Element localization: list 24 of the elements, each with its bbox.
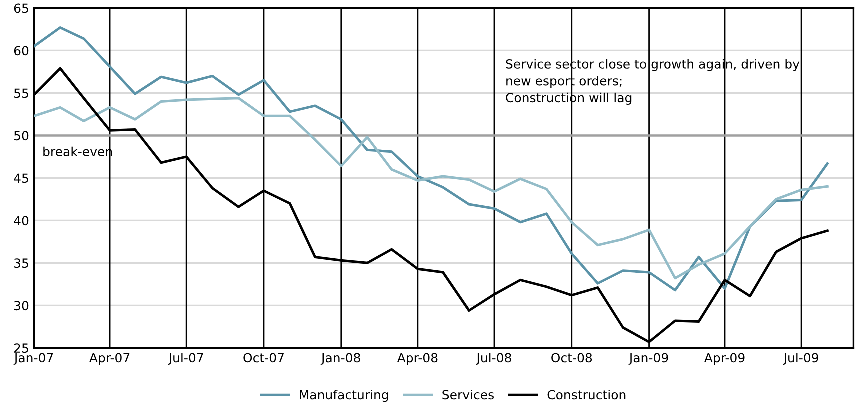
x-tick-label: Apr-09 (704, 353, 745, 366)
x-tick-label: Jan-09 (628, 353, 668, 365)
x-tick-label: Jul-08 (476, 353, 512, 365)
legend-label: Manufacturing (300, 390, 388, 402)
legend-label: Construction (548, 390, 626, 400)
x-tick-label: Apr-08 (397, 353, 438, 366)
x-tick-label: Oct-07 (244, 353, 284, 363)
y-tick-label: 60 (14, 46, 29, 56)
y-tick-label: 30 (14, 301, 29, 311)
y-tick-label: 45 (14, 174, 28, 184)
legend-label: Services (442, 390, 494, 400)
x-tick-label: Jan-08 (320, 353, 360, 365)
y-tick-label: 55 (14, 88, 28, 98)
y-tick-label: 40 (14, 216, 29, 226)
y-tick-label: 25 (14, 344, 28, 354)
y-tick-label: 35 (14, 258, 28, 268)
x-tick-label: Jan-07 (14, 353, 54, 365)
y-tick-label: 50 (14, 131, 29, 141)
x-tick-label: Oct-08 (552, 353, 592, 363)
x-tick-label: Jul-07 (168, 353, 204, 365)
y-tick-label: 65 (14, 4, 28, 14)
x-tick-label: Apr-07 (90, 353, 130, 366)
line-series (34, 26, 829, 292)
x-tick-label: Jul-09 (783, 353, 818, 365)
